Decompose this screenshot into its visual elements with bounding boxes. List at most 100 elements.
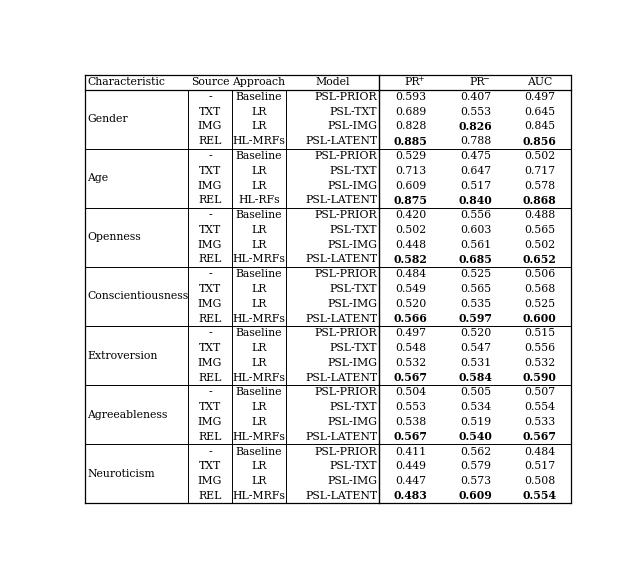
Text: Conscientiousness: Conscientiousness [87, 291, 188, 302]
Text: TXT: TXT [199, 166, 221, 176]
Text: 0.448: 0.448 [395, 240, 426, 250]
Text: LR: LR [252, 476, 267, 486]
Text: LR: LR [252, 284, 267, 294]
Text: 0.504: 0.504 [395, 387, 426, 398]
Text: IMG: IMG [198, 299, 222, 309]
Text: 0.553: 0.553 [395, 402, 426, 412]
Text: 0.515: 0.515 [524, 328, 556, 339]
Text: LR: LR [252, 343, 267, 353]
Text: Baseline: Baseline [236, 446, 282, 457]
Text: 0.689: 0.689 [395, 107, 426, 116]
Text: PSL-TXT: PSL-TXT [330, 284, 377, 294]
Text: TXT: TXT [199, 343, 221, 353]
Text: Baseline: Baseline [236, 328, 282, 339]
Text: TXT: TXT [199, 284, 221, 294]
Text: -: - [208, 387, 212, 398]
Text: REL: REL [198, 314, 221, 324]
Text: 0.568: 0.568 [524, 284, 556, 294]
Text: 0.497: 0.497 [395, 328, 426, 339]
Text: 0.868: 0.868 [523, 195, 557, 206]
Text: 0.531: 0.531 [460, 358, 491, 368]
Text: 0.567: 0.567 [394, 372, 428, 383]
Text: LR: LR [252, 417, 267, 427]
Text: HL-RFs: HL-RFs [238, 195, 280, 206]
Text: PSL-PRIOR: PSL-PRIOR [314, 328, 377, 339]
Text: 0.590: 0.590 [523, 372, 557, 383]
Text: 0.505: 0.505 [460, 387, 491, 398]
Text: 0.484: 0.484 [395, 269, 426, 279]
Text: 0.540: 0.540 [459, 431, 492, 442]
Text: TXT: TXT [199, 107, 221, 116]
Text: PR: PR [470, 77, 485, 87]
Text: IMG: IMG [198, 240, 222, 250]
Text: HL-MRFs: HL-MRFs [232, 254, 285, 265]
Text: 0.507: 0.507 [524, 387, 556, 398]
Text: IMG: IMG [198, 358, 222, 368]
Text: 0.856: 0.856 [523, 136, 557, 147]
Text: Openness: Openness [87, 232, 141, 243]
Text: 0.573: 0.573 [460, 476, 491, 486]
Text: PSL-IMG: PSL-IMG [327, 358, 377, 368]
Text: 0.582: 0.582 [394, 254, 428, 265]
Text: 0.538: 0.538 [395, 417, 426, 427]
Text: -: - [208, 328, 212, 339]
Text: PSL-PRIOR: PSL-PRIOR [314, 151, 377, 161]
Text: 0.578: 0.578 [524, 181, 556, 191]
Text: 0.520: 0.520 [460, 328, 491, 339]
Text: 0.567: 0.567 [523, 431, 557, 442]
Text: 0.609: 0.609 [459, 490, 492, 502]
Text: PSL-TXT: PSL-TXT [330, 343, 377, 353]
Text: 0.554: 0.554 [523, 490, 557, 502]
Text: 0.411: 0.411 [395, 446, 426, 457]
Text: 0.584: 0.584 [459, 372, 492, 383]
Text: 0.502: 0.502 [395, 225, 426, 235]
Text: REL: REL [198, 491, 221, 501]
Text: PSL-LATENT: PSL-LATENT [305, 373, 377, 383]
Text: 0.556: 0.556 [524, 343, 556, 353]
Text: 0.556: 0.556 [460, 210, 491, 220]
Text: 0.875: 0.875 [394, 195, 428, 206]
Text: 0.506: 0.506 [524, 269, 556, 279]
Text: 0.508: 0.508 [524, 476, 556, 486]
Text: Baseline: Baseline [236, 210, 282, 220]
Text: Baseline: Baseline [236, 92, 282, 102]
Text: TXT: TXT [199, 402, 221, 412]
Text: PSL-PRIOR: PSL-PRIOR [314, 92, 377, 102]
Text: LR: LR [252, 358, 267, 368]
Text: -: - [208, 151, 212, 161]
Text: LR: LR [252, 122, 267, 131]
Text: LR: LR [252, 166, 267, 176]
Text: REL: REL [198, 254, 221, 265]
Text: 0.645: 0.645 [524, 107, 556, 116]
Text: TXT: TXT [199, 225, 221, 235]
Text: 0.534: 0.534 [460, 402, 491, 412]
Text: 0.597: 0.597 [458, 313, 493, 324]
Text: PSL-LATENT: PSL-LATENT [305, 195, 377, 206]
Text: PSL-PRIOR: PSL-PRIOR [314, 387, 377, 398]
Text: 0.483: 0.483 [394, 490, 428, 502]
Text: IMG: IMG [198, 181, 222, 191]
Text: PSL-PRIOR: PSL-PRIOR [314, 269, 377, 279]
Text: HL-MRFs: HL-MRFs [232, 136, 285, 146]
Text: Gender: Gender [87, 114, 127, 124]
Text: 0.547: 0.547 [460, 343, 491, 353]
Text: -: - [208, 92, 212, 102]
Text: Baseline: Baseline [236, 151, 282, 161]
Text: 0.567: 0.567 [394, 431, 428, 442]
Text: 0.533: 0.533 [524, 417, 556, 427]
Text: -: - [208, 446, 212, 457]
Text: PSL-IMG: PSL-IMG [327, 122, 377, 131]
Text: PSL-TXT: PSL-TXT [330, 461, 377, 471]
Text: 0.652: 0.652 [523, 254, 557, 265]
Text: HL-MRFs: HL-MRFs [232, 373, 285, 383]
Text: PSL-LATENT: PSL-LATENT [305, 432, 377, 442]
Text: PSL-LATENT: PSL-LATENT [305, 254, 377, 265]
Text: 0.840: 0.840 [459, 195, 492, 206]
Text: LR: LR [252, 402, 267, 412]
Text: 0.845: 0.845 [524, 122, 556, 131]
Text: -: - [208, 210, 212, 220]
Text: 0.475: 0.475 [460, 151, 491, 161]
Text: LR: LR [252, 240, 267, 250]
Text: 0.600: 0.600 [523, 313, 557, 324]
Text: 0.685: 0.685 [459, 254, 492, 265]
